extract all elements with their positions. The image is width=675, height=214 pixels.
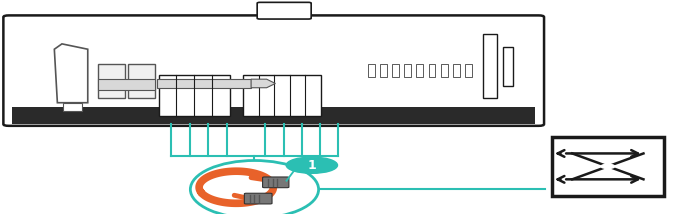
FancyBboxPatch shape <box>263 177 289 188</box>
Bar <box>98 64 125 98</box>
Polygon shape <box>251 79 275 88</box>
Bar <box>12 107 535 124</box>
Bar <box>63 103 82 111</box>
FancyBboxPatch shape <box>3 15 544 126</box>
Polygon shape <box>54 44 88 103</box>
Ellipse shape <box>190 160 319 214</box>
Circle shape <box>601 164 614 169</box>
Bar <box>404 64 411 77</box>
Bar <box>441 64 448 77</box>
Bar <box>416 64 423 77</box>
Bar <box>465 64 472 77</box>
Bar <box>392 64 399 77</box>
FancyBboxPatch shape <box>244 193 272 204</box>
Bar <box>453 64 460 77</box>
Bar <box>552 137 664 196</box>
FancyBboxPatch shape <box>257 2 311 19</box>
Bar <box>157 79 251 88</box>
Bar <box>98 79 155 90</box>
Bar <box>128 64 155 98</box>
Bar <box>483 34 497 98</box>
Bar <box>368 64 375 77</box>
Bar <box>243 75 321 116</box>
Bar <box>503 47 513 86</box>
Circle shape <box>286 157 338 173</box>
Bar <box>380 64 387 77</box>
Bar <box>429 64 435 77</box>
Text: 1: 1 <box>308 159 316 172</box>
Bar <box>159 75 230 116</box>
